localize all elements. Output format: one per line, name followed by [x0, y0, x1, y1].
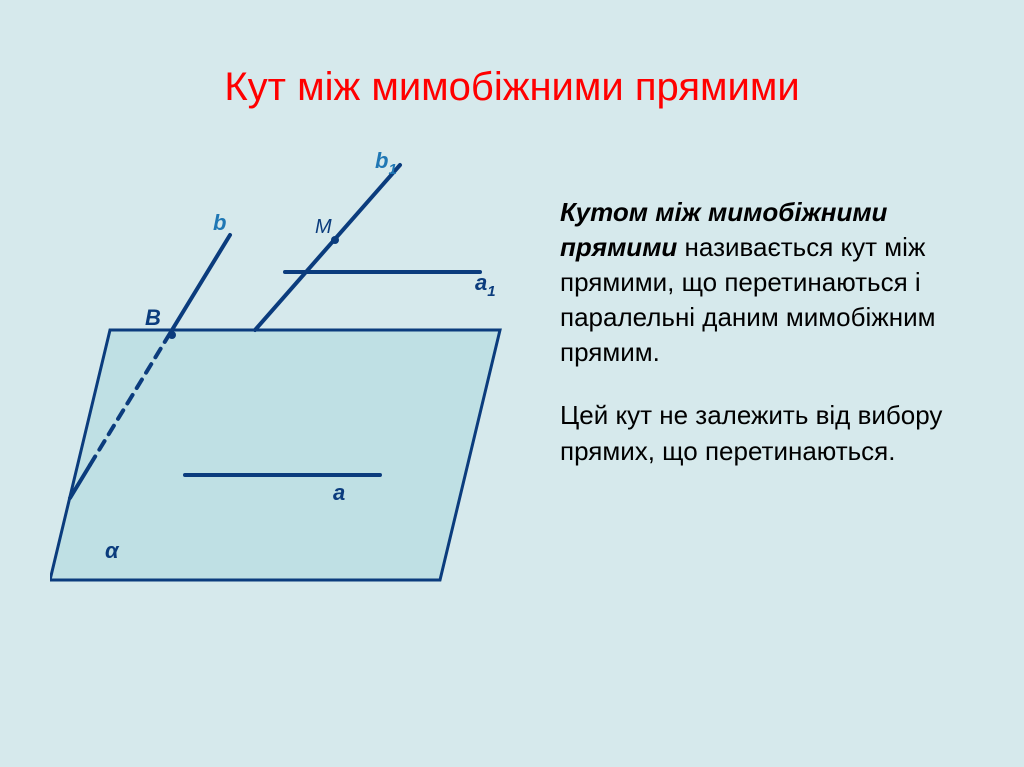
- point-b: [168, 331, 176, 339]
- paragraph-2: Цей кут не залежить від вибору прямих, щ…: [560, 398, 960, 468]
- label-a: a: [333, 480, 345, 505]
- label-b1: b1: [375, 150, 397, 178]
- label-b: b: [213, 210, 226, 235]
- point-m: [331, 236, 339, 244]
- label-bpoint: B: [145, 305, 161, 330]
- diagram: b b1 a a1 α M B: [50, 150, 550, 610]
- slide: Кут між мимобіжними прямими Кутом між ми…: [0, 0, 1024, 767]
- line-b-top: [172, 235, 230, 330]
- slide-title: Кут між мимобіжними прямими: [0, 65, 1024, 110]
- definition-text: Кутом між мимобіжними прямими називаєтьс…: [560, 195, 960, 497]
- label-a1: a1: [475, 270, 496, 300]
- label-alpha: α: [105, 538, 120, 563]
- label-m: M: [315, 216, 332, 238]
- line-b1: [255, 165, 400, 330]
- paragraph-1: Кутом між мимобіжними прямими називаєтьс…: [560, 195, 960, 370]
